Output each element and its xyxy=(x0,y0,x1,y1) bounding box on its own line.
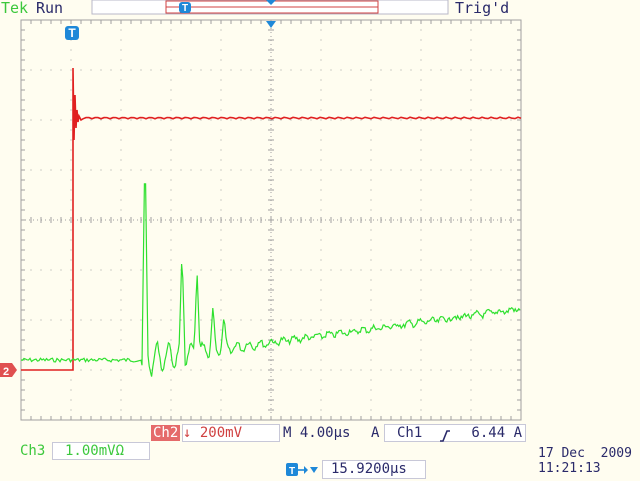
trigger-mode: A xyxy=(371,425,380,441)
ch3-scale-readout[interactable]: 1.00mVΩ xyxy=(52,442,150,460)
trigger-readout[interactable]: Ch1 6.44 A xyxy=(384,424,526,442)
trigger-position-icon: T xyxy=(286,462,320,477)
ch2-scale: ↓ 200mV xyxy=(183,425,243,441)
ch3-waveform xyxy=(20,183,521,377)
rising-edge-icon xyxy=(439,427,451,442)
trigger-time-marker[interactable] xyxy=(65,26,79,40)
record-trigger-marker xyxy=(179,2,191,13)
ch2-ground-marker-label: 2 xyxy=(3,366,9,378)
ch2-label[interactable]: Ch2 xyxy=(151,425,181,441)
graticule xyxy=(20,19,522,421)
ch3-scale: 1.00mVΩ xyxy=(65,443,125,459)
trigger-status: Trig'd xyxy=(455,0,510,17)
record-trigger-marker-label: T xyxy=(182,3,188,14)
record-center-arrow-icon xyxy=(266,0,276,5)
trigger-position: 15.9200µs xyxy=(331,461,407,477)
trigger-level: 6.44 A xyxy=(471,425,522,441)
date-readout: 17 Dec 2009 xyxy=(538,446,632,461)
time-readout: 11:21:13 xyxy=(538,461,601,476)
ch2-waveform xyxy=(21,67,522,371)
trigger-source: Ch1 xyxy=(397,425,423,441)
svg-text:T: T xyxy=(289,466,295,477)
run-status[interactable]: Run xyxy=(36,0,64,17)
ch3-label[interactable]: Ch3 xyxy=(20,443,46,459)
brand-label: Tek xyxy=(1,0,29,17)
trigger-time-marker-label: T xyxy=(68,26,76,40)
ch2-ground-marker[interactable] xyxy=(0,363,17,377)
ch2-scale-readout[interactable]: ↓ 200mV xyxy=(182,424,280,442)
trigger-position-readout[interactable]: 15.9200µs xyxy=(322,460,426,479)
timebase-readout[interactable]: M 4.00µs xyxy=(283,425,351,441)
trigger-position-arrow-icon xyxy=(266,21,276,28)
